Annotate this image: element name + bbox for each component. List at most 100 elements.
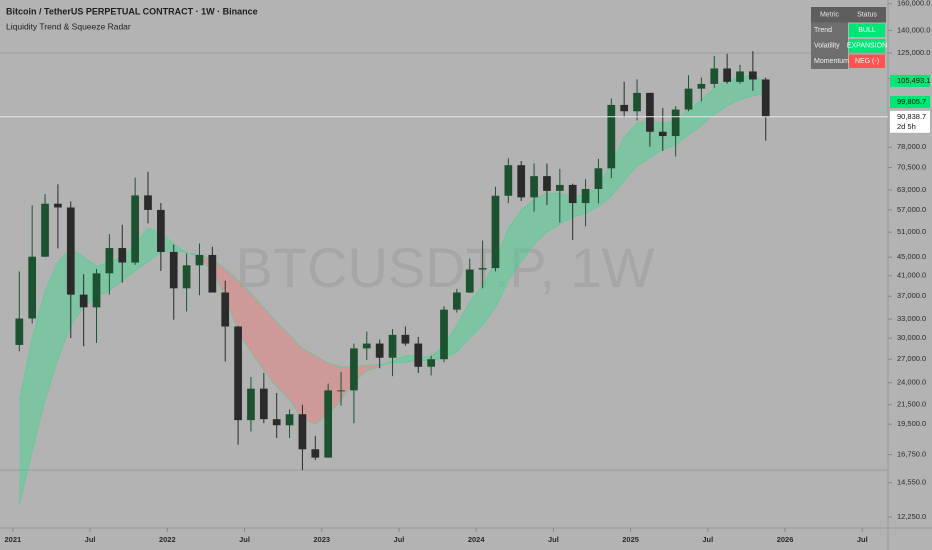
status-cell-bg: [849, 23, 885, 37]
y-tick-label: 16,750.0: [897, 450, 926, 459]
countdown: 2d 5h: [897, 122, 916, 131]
y-tick-label: 57,000.0: [897, 205, 926, 214]
x-tick-label: 2024: [468, 535, 486, 544]
candle-body: [620, 104, 629, 112]
candle-body: [658, 131, 667, 137]
table-status: BULL: [858, 27, 876, 34]
candle-body: [491, 195, 500, 269]
trend-cloud: [289, 334, 303, 420]
table-metric: Volatility: [814, 43, 840, 50]
table-metric: Momentum: [814, 58, 849, 65]
candle-body: [298, 414, 307, 450]
candle-body: [247, 388, 255, 421]
y-tick-label: 125,000.0: [897, 48, 930, 57]
y-tick-label: 24,000.0: [897, 378, 926, 387]
candle-body: [453, 292, 461, 310]
x-tick-label: Jul: [857, 535, 868, 544]
x-tick-label: 2025: [622, 535, 639, 544]
trend-cloud: [637, 120, 650, 167]
candle-body: [144, 195, 152, 210]
candle-body: [157, 209, 165, 252]
trend-cloud: [624, 123, 638, 181]
trend-cloud: [225, 268, 239, 332]
y-tick-label: 51,000.0: [897, 227, 926, 236]
candle-body: [697, 83, 706, 89]
candle-body: [208, 254, 217, 293]
candle-body: [633, 92, 641, 112]
trend-cloud: [302, 348, 316, 425]
candle-body: [736, 71, 744, 82]
trend-cloud: [714, 80, 728, 115]
table-header: Metric: [820, 12, 840, 19]
candle-body: [324, 390, 333, 458]
y-tick-label: 78,000.0: [897, 142, 926, 151]
y-tick-label: 63,000.0: [897, 185, 926, 194]
x-tick-label: 2021: [5, 535, 22, 544]
candle-body: [388, 334, 397, 358]
y-tick-label: 27,000.0: [897, 354, 926, 363]
candle-body: [41, 203, 49, 257]
trend-cloud: [534, 193, 547, 245]
candle-body: [543, 176, 551, 191]
candle-body: [414, 343, 423, 367]
candle-body: [234, 326, 242, 421]
table-cell-bg: [811, 53, 848, 69]
trend-cloud: [508, 209, 522, 281]
indicator-name: Liquidity Trend & Squeeze Radar: [6, 21, 131, 31]
candle-body: [362, 343, 371, 349]
price-label: 90,838.7: [897, 112, 926, 121]
candle-body: [272, 419, 281, 426]
candle-body: [15, 318, 24, 345]
price-label: 99,805.7: [897, 97, 926, 106]
y-tick-label: 160,000.0: [897, 0, 930, 8]
trend-cloud: [598, 163, 612, 207]
trend-cloud: [495, 228, 509, 308]
trend-cloud: [45, 261, 58, 401]
candle-body: [478, 268, 487, 270]
x-tick-label: 2026: [777, 535, 794, 544]
candle-body: [105, 248, 114, 274]
candle-body: [465, 269, 474, 293]
candle-body: [182, 265, 191, 289]
table-status: NEG (-): [855, 58, 879, 65]
y-tick-label: 19,500.0: [897, 419, 926, 428]
y-tick-label: 140,000.0: [897, 25, 930, 34]
table-cell-bg: [811, 38, 848, 54]
chart-title: Bitcoin / TetherUS PERPETUAL CONTRACT · …: [6, 6, 258, 16]
x-tick-label: 2023: [313, 535, 330, 544]
x-tick-label: Jul: [85, 535, 96, 544]
table-header: Status: [857, 12, 877, 19]
candle-body: [375, 343, 384, 358]
candle-body: [646, 92, 654, 132]
trend-cloud: [469, 285, 483, 339]
y-tick-label: 37,000.0: [897, 291, 926, 300]
candle-body: [337, 390, 345, 392]
price-label: 105,493.1: [897, 76, 930, 85]
y-tick-label: 45,000.0: [897, 252, 926, 261]
table-status: EXPANSION: [847, 43, 887, 50]
candle-body: [684, 88, 693, 110]
candle-body: [530, 176, 538, 198]
candle-body: [92, 273, 101, 308]
x-tick-label: 2022: [159, 535, 176, 544]
candle-body: [259, 388, 268, 420]
trend-cloud: [482, 261, 496, 326]
x-tick-label: Jul: [548, 535, 559, 544]
candle-body: [66, 207, 75, 295]
candle-body: [710, 68, 719, 84]
status-cell-bg: [849, 39, 885, 53]
y-tick-label: 30,000.0: [897, 333, 926, 342]
y-tick-label: 41,000.0: [897, 271, 926, 280]
candle-body: [401, 334, 410, 344]
table-header-bg: [811, 7, 886, 23]
candle-body: [594, 168, 603, 189]
candle-body: [169, 251, 178, 289]
candle-body: [350, 348, 358, 391]
candle-body: [195, 254, 204, 266]
trend-cloud: [263, 307, 277, 387]
candle-body: [504, 165, 513, 196]
trend-cloud: [392, 355, 406, 363]
x-tick-label: Jul: [239, 535, 250, 544]
candle-body: [131, 195, 139, 263]
